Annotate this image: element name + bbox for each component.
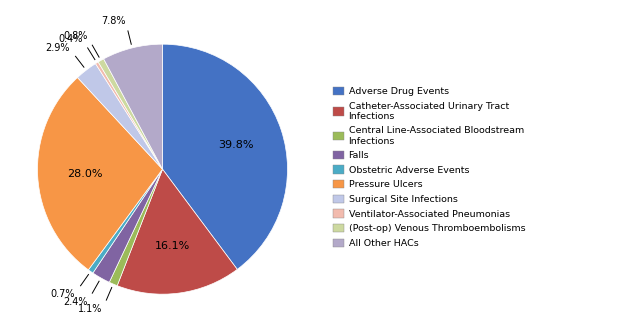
Text: 2.9%: 2.9%: [45, 44, 69, 53]
Text: 0.4%: 0.4%: [58, 35, 82, 45]
Wedge shape: [118, 169, 238, 294]
Text: 16.1%: 16.1%: [156, 241, 191, 251]
Legend: Adverse Drug Events, Catheter-Associated Urinary Tract
Infections, Central Line-: Adverse Drug Events, Catheter-Associated…: [330, 84, 528, 251]
Wedge shape: [98, 59, 162, 169]
Wedge shape: [78, 64, 162, 169]
Text: 0.7%: 0.7%: [50, 289, 75, 299]
Wedge shape: [104, 44, 162, 169]
Wedge shape: [93, 169, 162, 282]
Text: 2.4%: 2.4%: [63, 297, 88, 307]
Wedge shape: [162, 44, 288, 269]
Wedge shape: [109, 169, 162, 286]
Wedge shape: [38, 77, 162, 270]
Text: 28.0%: 28.0%: [68, 169, 103, 179]
Wedge shape: [88, 169, 162, 273]
Text: 39.8%: 39.8%: [218, 140, 254, 150]
Text: 1.1%: 1.1%: [78, 304, 102, 314]
Text: 7.8%: 7.8%: [101, 16, 126, 26]
Wedge shape: [96, 62, 162, 169]
Text: 0.8%: 0.8%: [63, 31, 88, 42]
